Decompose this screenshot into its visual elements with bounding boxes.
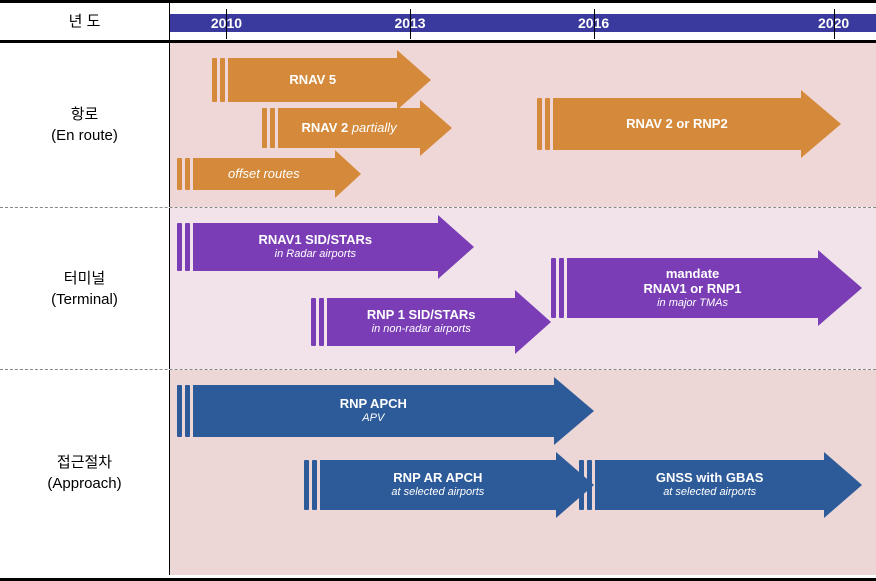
arrow-tail-stripes xyxy=(177,385,193,437)
row-label: 터미널(Terminal) xyxy=(0,208,170,369)
row-label: 항로(En route) xyxy=(0,43,170,207)
arrow-head-icon xyxy=(554,377,594,445)
arrow-tail-stripes xyxy=(177,158,193,190)
arrow-body: mandateRNAV1 or RNP1in major TMAs xyxy=(567,258,818,318)
arrow-tail-stripes xyxy=(262,108,278,148)
row-label-line2: (Terminal) xyxy=(51,289,118,310)
arrow-text-main: GNSS with GBAS xyxy=(656,471,764,486)
roadmap-arrow: offset routes xyxy=(177,158,361,190)
year-tick xyxy=(410,9,411,39)
roadmap-arrow: RNAV 2 or RNP2 xyxy=(537,98,841,150)
arrow-body: RNP 1 SID/STARsin non-radar airports xyxy=(327,298,515,346)
year-tick xyxy=(834,9,835,39)
arrow-head-icon xyxy=(335,150,361,198)
year-label-text: 년 도 xyxy=(69,11,101,32)
arrow-text-main: RNAV 5 xyxy=(289,73,336,88)
arrow-body: RNAV 2 or RNP2 xyxy=(553,98,801,150)
arrow-tail-stripes xyxy=(579,460,595,510)
arrow-text-sub: APV xyxy=(362,412,384,425)
arrow-tail-stripes xyxy=(537,98,553,150)
year-tick xyxy=(226,9,227,39)
row-label-line2: (En route) xyxy=(51,125,118,146)
roadmap-arrow: RNAV 2 partially xyxy=(262,108,453,148)
arrow-head-icon xyxy=(824,452,862,518)
arrow-tail-stripes xyxy=(177,223,193,271)
category-row: 항로(En route) RNAV 5 RNAV 2 partially RNAV 2… xyxy=(0,43,876,208)
arrow-text-sub: in Radar airports xyxy=(275,248,356,261)
row-lane: RNAV1 SID/STARsin Radar airports RNP 1 SI… xyxy=(170,208,876,369)
roadmap-arrow: GNSS with GBASat selected airports xyxy=(579,460,861,510)
arrow-text-sub: in non-radar airports xyxy=(372,323,471,336)
roadmap-arrow: RNP APCHAPV xyxy=(177,385,594,437)
arrow-text-main: RNAV 2 or RNP2 xyxy=(626,117,728,132)
row-label-line1: 접근절차 xyxy=(57,452,112,473)
arrow-tail-stripes xyxy=(212,58,228,102)
arrow-head-icon xyxy=(818,250,862,326)
arrow-body: RNP AR APCHat selected airports xyxy=(320,460,555,510)
arrow-text-sub: in major TMAs xyxy=(657,297,728,310)
roadmap-arrow: RNP 1 SID/STARsin non-radar airports xyxy=(311,298,551,346)
arrow-body: RNAV 2 partially xyxy=(278,108,421,148)
arrow-text-sub: at selected airports xyxy=(391,486,484,499)
arrow-text-main: RNP 1 SID/STARs xyxy=(367,308,476,323)
arrow-head-icon xyxy=(438,215,474,279)
arrow-body: RNAV 5 xyxy=(228,58,397,102)
row-lane: RNP APCHAPVRNP AR APCHat selected airpor… xyxy=(170,370,876,575)
arrow-tail-stripes xyxy=(311,298,327,346)
header-year-label: 년 도 xyxy=(0,3,170,40)
arrow-head-icon xyxy=(801,90,841,158)
arrow-tail-stripes xyxy=(304,460,320,510)
row-label-line1: 터미널 xyxy=(64,268,105,289)
arrow-head-icon xyxy=(420,100,452,156)
roadmap-chart: 년 도 2010201320162020 항로(En route)RNAV 5R… xyxy=(0,0,876,581)
arrow-body: offset routes xyxy=(193,158,335,190)
arrow-tail-stripes xyxy=(551,258,567,318)
row-label-line1: 항로 xyxy=(71,104,99,125)
arrow-text-main: RNAV1 SID/STARs xyxy=(258,233,372,248)
row-label-line2: (Approach) xyxy=(47,473,121,494)
rows-container: 항로(En route) RNAV 5 RNAV 2 partially RNAV 2… xyxy=(0,43,876,575)
year-tick xyxy=(594,9,595,39)
roadmap-arrow: RNP AR APCHat selected airports xyxy=(304,460,593,510)
header-row: 년 도 2010201320162020 xyxy=(0,3,876,43)
arrow-text-sub: at selected airports xyxy=(663,486,756,499)
arrow-body: RNAV1 SID/STARsin Radar airports xyxy=(193,223,438,271)
roadmap-arrow: mandateRNAV1 or RNP1in major TMAs xyxy=(551,258,862,318)
category-row: 터미널(Terminal)RNAV1 SID/STARsin Radar air… xyxy=(0,208,876,370)
arrow-body: GNSS with GBASat selected airports xyxy=(595,460,823,510)
roadmap-arrow: RNAV 5 xyxy=(212,58,431,102)
arrow-head-icon xyxy=(515,290,551,354)
row-lane: RNAV 5 RNAV 2 partially RNAV 2 or RNP2 offs… xyxy=(170,43,876,207)
row-label: 접근절차(Approach) xyxy=(0,370,170,575)
arrow-text-main: mandate xyxy=(666,267,719,282)
arrow-text-main: RNP APCH xyxy=(340,397,407,412)
category-row: 접근절차(Approach)RNP APCHAPVRNP AR APCHat s… xyxy=(0,370,876,575)
arrow-text-main2: RNAV1 or RNP1 xyxy=(644,282,742,297)
roadmap-arrow: RNAV1 SID/STARsin Radar airports xyxy=(177,223,474,271)
arrow-body: RNP APCHAPV xyxy=(193,385,554,437)
arrow-text-main: offset routes xyxy=(228,167,300,182)
timeline-header: 2010201320162020 xyxy=(170,13,876,33)
arrow-text-main: RNP AR APCH xyxy=(393,471,482,486)
